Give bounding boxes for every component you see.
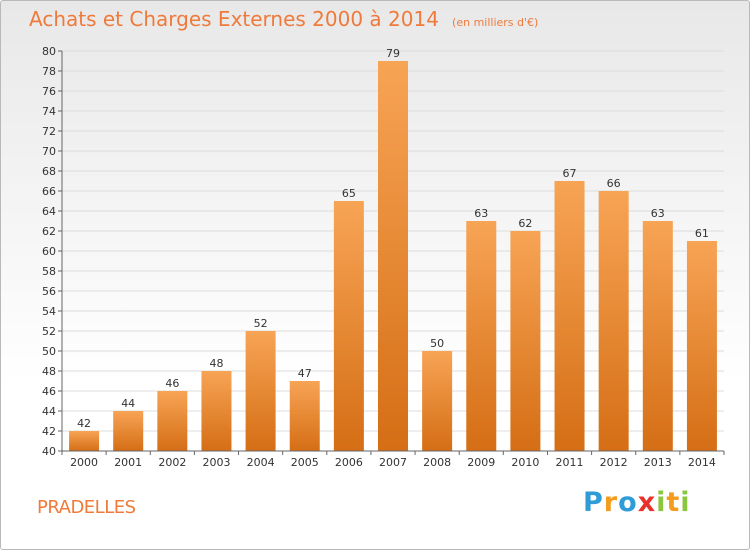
bar-value-label: 42	[77, 417, 91, 430]
x-tick-label: 2002	[158, 456, 186, 469]
y-tick-label: 46	[42, 385, 56, 398]
y-tick-label: 62	[42, 225, 56, 238]
y-tick-label: 40	[42, 445, 56, 458]
x-tick-label: 2011	[556, 456, 584, 469]
bar-value-label: 48	[209, 357, 223, 370]
bar	[466, 221, 497, 451]
y-tick-label: 70	[42, 145, 56, 158]
bar	[554, 181, 585, 451]
y-tick-label: 44	[42, 405, 56, 418]
bar	[642, 221, 673, 451]
bar-value-label: 79	[386, 47, 400, 60]
x-tick-label: 2003	[202, 456, 230, 469]
x-tick-label: 2010	[511, 456, 539, 469]
chart-title-text: Achats et Charges Externes 2000 à 2014	[29, 7, 439, 31]
bar-value-label: 44	[121, 397, 135, 410]
x-tick-label: 2005	[291, 456, 319, 469]
labels: 40 42 44 46 48 50 52 54 56 58 60 62 64 66 68 70 72 74 76 78…	[42, 45, 716, 469]
bar-value-label: 52	[254, 317, 268, 330]
y-tick-label: 60	[42, 245, 56, 258]
y-tick-label: 76	[42, 85, 56, 98]
logo-letter: i	[656, 487, 667, 518]
chart-unit-note: (en milliers d'€)	[452, 16, 539, 29]
x-tick-label: 2008	[423, 456, 451, 469]
x-tick-label: 2001	[114, 456, 142, 469]
bar-value-label: 65	[342, 187, 356, 200]
bar-value-label: 61	[695, 227, 709, 240]
y-tick-label: 66	[42, 185, 56, 198]
bar-value-label: 50	[430, 337, 444, 350]
y-tick-label: 52	[42, 325, 56, 338]
logo-letter: i	[680, 487, 691, 518]
y-tick-label: 50	[42, 345, 56, 358]
bar-value-label: 63	[651, 207, 665, 220]
y-tick-label: 56	[42, 285, 56, 298]
bar	[245, 331, 276, 451]
bar-value-label: 67	[563, 167, 577, 180]
bars	[69, 61, 717, 451]
y-tick-label: 80	[42, 45, 56, 58]
y-tick-label: 58	[42, 265, 56, 278]
proxiti-logo: Proxiti	[583, 487, 691, 518]
y-tick-label: 74	[42, 105, 56, 118]
y-tick-label: 48	[42, 365, 56, 378]
bar	[69, 431, 100, 451]
logo-letter: t	[666, 487, 681, 518]
x-tick-label: 2014	[688, 456, 716, 469]
bar-value-label: 47	[298, 367, 312, 380]
y-tick-label: 78	[42, 65, 56, 78]
bar	[333, 201, 364, 451]
logo-letter: P	[583, 487, 604, 518]
x-tick-label: 2013	[644, 456, 672, 469]
bar-value-label: 63	[474, 207, 488, 220]
x-tick-label: 2009	[467, 456, 495, 469]
bar	[422, 351, 453, 451]
bar	[510, 231, 541, 451]
x-tick-label: 2004	[247, 456, 275, 469]
x-tick-label: 2007	[379, 456, 407, 469]
y-tick-label: 68	[42, 165, 56, 178]
y-tick-label: 54	[42, 305, 56, 318]
chart-title: Achats et Charges Externes 2000 à 2014 (…	[29, 7, 538, 31]
y-tick-label: 72	[42, 125, 56, 138]
bar	[113, 411, 144, 451]
x-tick-label: 2006	[335, 456, 363, 469]
bar-value-label: 62	[518, 217, 532, 230]
bar	[157, 391, 188, 451]
bar	[378, 61, 408, 451]
axes	[58, 50, 725, 455]
town-name: PRADELLES	[37, 497, 136, 518]
logo-letter: x	[637, 487, 657, 518]
y-tick-label: 42	[42, 425, 56, 438]
bar	[201, 371, 232, 451]
bar-value-label: 66	[607, 177, 621, 190]
bar	[598, 191, 629, 451]
y-tick-label: 64	[42, 205, 56, 218]
bar	[686, 241, 717, 451]
x-tick-label: 2012	[600, 456, 628, 469]
bar	[289, 381, 320, 451]
logo-letter: r	[603, 487, 619, 518]
bar-value-label: 46	[165, 377, 179, 390]
x-tick-label: 2000	[70, 456, 98, 469]
logo-letter: o	[618, 487, 638, 518]
